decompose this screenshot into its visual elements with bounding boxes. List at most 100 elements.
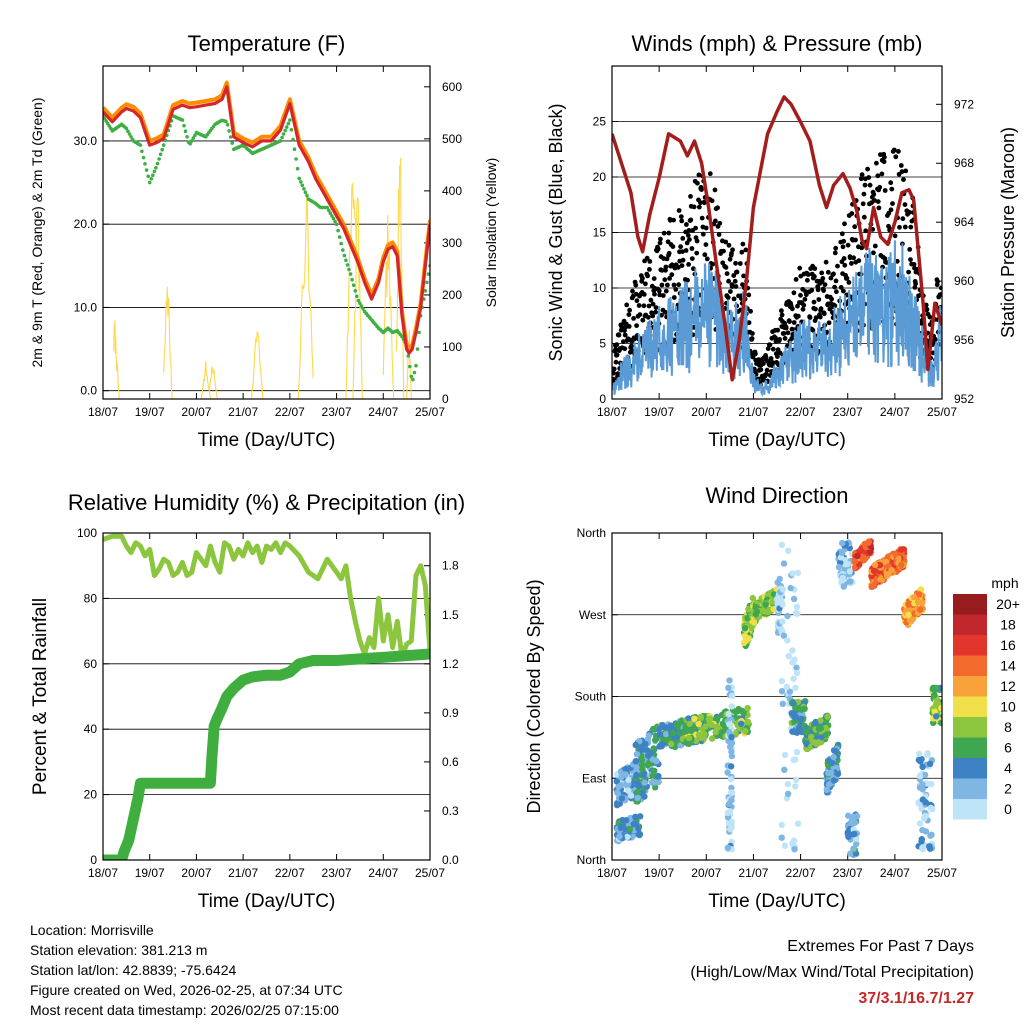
extremes-subtitle: (High/Low/Max Wind/Total Precipitation): [690, 964, 974, 981]
wind-panel: 0 5 10 15 20 25 952 956 960 964 968 972 18/07 19/07 20…: [546, 31, 1018, 451]
dewpoint-point: [185, 135, 189, 139]
dir-xtick-label: 23/07: [833, 866, 863, 880]
direction-point: [787, 584, 794, 592]
gust-point: [734, 269, 740, 275]
temp-xtick-label: 20/07: [181, 405, 211, 419]
gust-point: [859, 245, 865, 251]
gust-point: [825, 269, 831, 275]
direction-point: [846, 544, 853, 552]
direction-point: [851, 830, 858, 838]
direction-point: [929, 685, 936, 692]
dewpoint-point: [228, 135, 233, 139]
direction-point: [807, 733, 815, 741]
rh-y2tick-label: 0.0: [442, 853, 459, 867]
gust-point: [658, 236, 663, 242]
gust-point: [723, 265, 729, 270]
gust-point: [797, 265, 803, 271]
dewpoint-point: [327, 208, 331, 213]
temp-xtick-label: 24/07: [368, 405, 398, 419]
direction-point: [780, 560, 788, 567]
direction-point: [778, 541, 786, 548]
dewpoint-point: [415, 347, 420, 351]
gust-point: [662, 277, 668, 283]
gust-point: [694, 250, 700, 256]
direction-point: [917, 586, 925, 593]
gust-point: [865, 166, 870, 172]
direction-point: [783, 683, 790, 690]
gust-point: [770, 360, 776, 365]
gust-point: [811, 299, 817, 305]
direction-point: [667, 722, 674, 729]
station-info: Location: Morrisville Station elevation:…: [30, 920, 343, 1020]
rh-y2tick-label: 0.9: [442, 706, 459, 720]
direction-point: [618, 773, 625, 780]
gust-point: [812, 274, 817, 279]
gust-point: [651, 276, 657, 281]
gust-point: [795, 303, 800, 309]
dir-xtick-label: 22/07: [786, 866, 816, 880]
direction-point: [688, 727, 695, 735]
gust-point: [877, 184, 883, 190]
gust-point: [729, 284, 735, 289]
gust-point: [903, 168, 909, 174]
direction-point: [683, 728, 690, 735]
direction-point: [735, 705, 742, 713]
gust-point: [669, 272, 675, 278]
gust-point: [657, 292, 663, 298]
direction-point: [634, 789, 641, 797]
extremes-values: 37/3.1/16.7/1.27: [858, 990, 974, 1007]
direction-point: [793, 664, 800, 671]
gust-point: [888, 180, 894, 186]
direction-point: [870, 582, 877, 589]
direction-point: [686, 720, 693, 728]
direction-point: [617, 782, 625, 789]
gust-point: [676, 264, 681, 270]
gust-point: [822, 282, 828, 287]
direction-point: [906, 617, 914, 624]
direction-point: [708, 735, 716, 742]
direction-point: [915, 591, 923, 598]
direction-point: [645, 752, 652, 759]
direction-point: [728, 797, 735, 804]
gust-point: [630, 288, 635, 294]
direction-point: [918, 838, 925, 845]
dewpoint-point: [288, 118, 292, 122]
dewpoint-point: [299, 180, 303, 184]
dewpoint-point: [146, 174, 150, 179]
gust-point: [820, 276, 826, 281]
legend-label: 6: [1004, 740, 1012, 756]
gust-point: [890, 201, 895, 207]
gust-point: [678, 214, 684, 220]
gust-point: [758, 367, 764, 373]
gust-point: [832, 250, 838, 256]
direction-point: [871, 561, 879, 569]
wind-xtick-label: 25/07: [927, 405, 957, 419]
dewpoint-point: [300, 183, 305, 188]
legend-swatch: [953, 676, 987, 697]
dewpoint-point: [141, 155, 146, 160]
gust-point: [761, 361, 766, 366]
direction-point: [617, 824, 624, 832]
temp-xtick-label: 23/07: [322, 405, 352, 419]
gust-point: [703, 242, 709, 248]
dir-plot-area: [613, 538, 942, 858]
dewpoint-point: [144, 168, 149, 172]
temp-y2label: Solar Insolation (Yellow): [483, 158, 499, 308]
wind-xtick-label: 24/07: [880, 405, 910, 419]
dewpoint-point: [331, 216, 336, 221]
wind-xtick-label: 19/07: [644, 405, 674, 419]
gust-point: [871, 250, 876, 256]
direction-point: [724, 844, 732, 851]
direction-point: [685, 715, 692, 722]
gust-point: [823, 259, 829, 265]
direction-point: [750, 619, 758, 626]
direction-point: [742, 727, 749, 735]
gust-point: [764, 371, 769, 377]
direction-point: [638, 790, 646, 797]
direction-point: [728, 703, 736, 710]
direction-point: [785, 653, 792, 660]
wind-xtick-label: 18/07: [597, 405, 627, 419]
legend-swatch: [953, 717, 987, 738]
dewpoint-point: [412, 370, 417, 375]
